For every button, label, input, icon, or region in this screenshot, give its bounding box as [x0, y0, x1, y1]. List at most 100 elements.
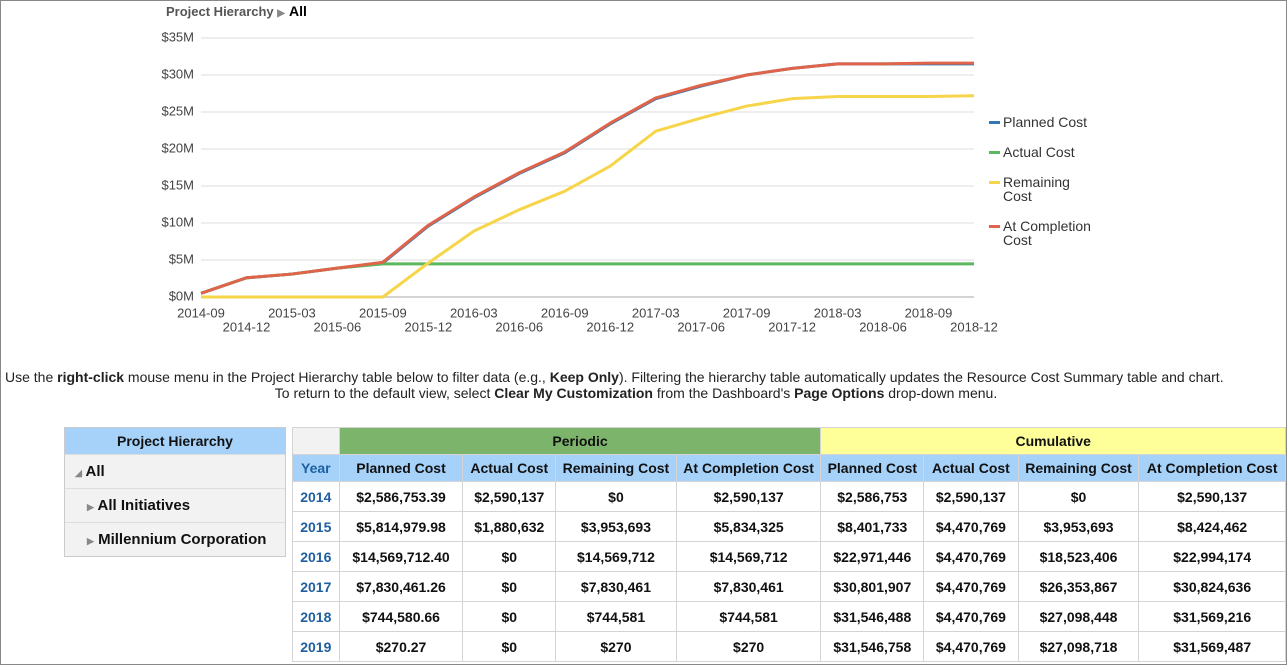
- value-cell: $22,994,174: [1138, 541, 1286, 572]
- legend-entry[interactable]: At Completion Cost: [989, 219, 1099, 247]
- value-cell: $8,424,462: [1138, 511, 1286, 542]
- data-row: 2019 $270.27 $0 $270 $270 $31,546,758 $4,470,7…: [292, 631, 1286, 662]
- data-row: 2017 $7,830,461.26 $0 $7,830,461 $7,830,461 $…: [292, 571, 1286, 602]
- value-cell: $30,801,907: [820, 571, 925, 602]
- value-cell: $31,569,487: [1138, 631, 1286, 662]
- collapse-icon: ◢: [75, 468, 82, 478]
- text: mouse menu in the Project Hierarchy tabl…: [124, 369, 550, 385]
- column-header[interactable]: Remaining Cost: [1017, 454, 1140, 482]
- legend-entry[interactable]: Remaining Cost: [989, 175, 1099, 203]
- column-header[interactable]: Actual Cost: [462, 454, 557, 482]
- hierarchy-row[interactable]: ▶ All Initiatives: [65, 488, 285, 522]
- chart: $0M$5M$10M$15M$20M$25M$30M$35M2014-09201…: [161, 29, 998, 334]
- y-tick-label: $30M: [161, 66, 194, 81]
- column-header[interactable]: Actual Cost: [923, 454, 1019, 482]
- value-cell: $22,971,446: [820, 541, 925, 572]
- value-cell: $1,880,632: [462, 511, 557, 542]
- hierarchy-item[interactable]: All Initiatives: [97, 497, 191, 514]
- legend-swatch: [989, 121, 1000, 124]
- x-tick-label: 2015-03: [268, 305, 316, 320]
- value-cell: $2,586,753: [820, 481, 925, 512]
- column-header[interactable]: Planned Cost: [820, 454, 925, 482]
- breadcrumb: Project Hierarchy ▶ All: [166, 3, 307, 19]
- text: Use the: [5, 369, 58, 385]
- year-cell[interactable]: 2018: [292, 601, 340, 632]
- y-tick-label: $25M: [161, 103, 194, 118]
- expand-icon: ▶: [87, 502, 94, 512]
- breadcrumb-label[interactable]: Project Hierarchy: [166, 4, 274, 19]
- value-cell: $4,470,769: [923, 571, 1019, 602]
- instructions: Use the right-click mouse menu in the Pr…: [1, 369, 1271, 401]
- x-tick-label: 2018-09: [905, 305, 953, 320]
- hierarchy-row[interactable]: ▶ Millennium Corporation: [65, 522, 285, 556]
- expand-icon: ▶: [87, 536, 94, 546]
- series-line: [200, 61, 974, 295]
- hierarchy-item[interactable]: Millennium Corporation: [98, 531, 267, 548]
- series-line: [201, 94, 975, 299]
- y-tick-label: $10M: [161, 214, 194, 229]
- x-tick-label: 2016-06: [495, 319, 543, 334]
- value-cell: $7,830,461.26: [338, 571, 464, 602]
- value-cell: $2,590,137: [462, 481, 557, 512]
- y-tick-label: $15M: [161, 177, 194, 192]
- value-cell: $3,953,693: [1017, 511, 1140, 542]
- hierarchy-panel: Project Hierarchy ◢ All ▶ All Initiative…: [64, 427, 286, 557]
- hierarchy-item[interactable]: All: [85, 463, 105, 480]
- legend-label: Actual Cost: [1003, 144, 1075, 160]
- series-line: [200, 262, 974, 295]
- x-tick-label: 2018-12: [950, 319, 998, 334]
- value-cell: $0: [462, 601, 557, 632]
- year-cell[interactable]: 2016: [292, 541, 340, 572]
- value-cell: $27,098,718: [1017, 631, 1140, 662]
- x-tick-label: 2015-12: [404, 319, 452, 334]
- column-header[interactable]: At Completion Cost: [675, 454, 822, 482]
- x-tick-label: 2014-09: [177, 305, 225, 320]
- group-header: Cumulative: [820, 427, 1286, 455]
- value-cell: $7,830,461: [555, 571, 677, 602]
- text: Page Options: [794, 385, 885, 401]
- instruction-line: To return to the default view, select Cl…: [1, 385, 1271, 401]
- value-cell: $18,523,406: [1017, 541, 1140, 572]
- arrow-icon: ▶: [277, 8, 285, 19]
- column-header[interactable]: Year: [292, 454, 340, 482]
- value-cell: $14,569,712.40: [338, 541, 464, 572]
- value-cell: $0: [555, 481, 677, 512]
- column-header[interactable]: Remaining Cost: [555, 454, 677, 482]
- hierarchy-row[interactable]: ◢ All: [65, 454, 285, 488]
- value-cell: $744,581: [675, 601, 822, 632]
- value-cell: $0: [462, 571, 557, 602]
- value-cell: $5,814,979.98: [338, 511, 464, 542]
- value-cell: $26,353,867: [1017, 571, 1140, 602]
- year-cell[interactable]: 2019: [292, 631, 340, 662]
- year-cell[interactable]: 2014: [292, 481, 340, 512]
- instruction-line: Use the right-click mouse menu in the Pr…: [1, 369, 1271, 385]
- data-row: 2016 $14,569,712.40 $0 $14,569,712 $14,569,7…: [292, 541, 1286, 572]
- value-cell: $744,581: [555, 601, 677, 632]
- value-cell: $270.27: [338, 631, 464, 662]
- value-cell: $4,470,769: [923, 631, 1019, 662]
- hierarchy-title: Project Hierarchy: [65, 428, 285, 454]
- legend-swatch: [989, 181, 1000, 184]
- legend-label: At Completion Cost: [1003, 218, 1091, 248]
- column-header[interactable]: At Completion Cost: [1138, 454, 1286, 482]
- year-cell[interactable]: 2015: [292, 511, 340, 542]
- x-tick-label: 2018-06: [859, 319, 907, 334]
- value-cell: $270: [555, 631, 677, 662]
- x-tick-label: 2018-03: [814, 305, 862, 320]
- x-tick-label: 2017-06: [677, 319, 725, 334]
- legend: Planned Cost Actual Cost Remaining Cost At …: [989, 115, 1099, 263]
- group-header: Periodic: [338, 427, 822, 455]
- legend-entry[interactable]: Planned Cost: [989, 115, 1099, 129]
- breadcrumb-value[interactable]: All: [289, 3, 307, 19]
- legend-entry[interactable]: Actual Cost: [989, 145, 1099, 159]
- value-cell: $8,401,733: [820, 511, 925, 542]
- text: from the Dashboard's: [652, 385, 795, 401]
- value-cell: $5,834,325: [675, 511, 822, 542]
- column-header[interactable]: Planned Cost: [338, 454, 464, 482]
- value-cell: $270: [675, 631, 822, 662]
- data-row: 2014 $2,586,753.39 $2,590,137 $0 $2,590,137 $…: [292, 481, 1286, 512]
- year-cell[interactable]: 2017: [292, 571, 340, 602]
- x-tick-label: 2017-09: [723, 305, 771, 320]
- legend-swatch: [989, 151, 1000, 154]
